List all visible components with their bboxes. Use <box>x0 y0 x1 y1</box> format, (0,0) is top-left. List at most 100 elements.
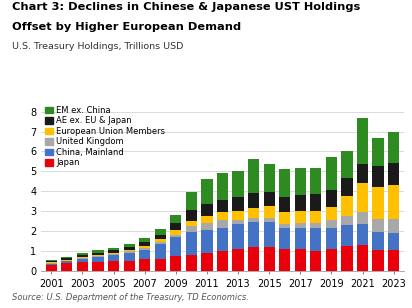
Bar <box>46 265 57 271</box>
Bar <box>108 253 119 254</box>
Bar <box>232 171 243 197</box>
Bar <box>139 259 150 271</box>
Bar <box>248 208 259 218</box>
Bar <box>279 224 290 228</box>
Bar <box>154 259 166 271</box>
Bar <box>217 251 228 271</box>
Bar <box>295 195 306 211</box>
Bar <box>326 207 337 221</box>
Bar <box>357 164 368 183</box>
Bar <box>92 256 103 257</box>
Bar <box>170 230 181 235</box>
Bar <box>342 196 353 216</box>
Bar <box>264 222 275 247</box>
Bar <box>124 251 135 253</box>
Bar <box>357 183 368 212</box>
Bar <box>279 228 290 249</box>
Bar <box>217 200 228 213</box>
Bar <box>388 185 399 219</box>
Bar <box>232 249 243 271</box>
Bar <box>186 226 197 232</box>
Bar <box>170 223 181 230</box>
Bar <box>248 222 259 247</box>
Bar <box>92 262 103 271</box>
Bar <box>201 223 213 230</box>
Bar <box>186 255 197 271</box>
Bar <box>217 228 228 251</box>
Text: Chart 3: Declines in Chinese & Japanese UST Holdings: Chart 3: Declines in Chinese & Japanese … <box>12 2 360 11</box>
Bar <box>310 211 321 223</box>
Bar <box>92 257 103 262</box>
Bar <box>372 166 384 187</box>
Bar <box>310 168 321 194</box>
Bar <box>77 258 88 259</box>
Bar <box>61 257 73 258</box>
Bar <box>201 216 213 223</box>
Bar <box>295 168 306 195</box>
Bar <box>326 249 337 271</box>
Bar <box>372 249 384 271</box>
Bar <box>279 169 290 197</box>
Bar <box>217 173 228 200</box>
Bar <box>108 255 119 261</box>
Bar <box>77 255 88 257</box>
Bar <box>372 219 384 232</box>
Bar <box>139 242 150 245</box>
Bar <box>170 235 181 237</box>
Bar <box>372 187 384 219</box>
Bar <box>46 264 57 265</box>
Bar <box>326 189 337 207</box>
Bar <box>310 194 321 211</box>
Bar <box>46 260 57 261</box>
Bar <box>124 244 135 247</box>
Bar <box>124 247 135 249</box>
Bar <box>61 261 73 263</box>
Bar <box>232 221 243 224</box>
Bar <box>92 250 103 253</box>
Bar <box>154 244 166 259</box>
Text: U.S. Treasury Holdings, Trillions USD: U.S. Treasury Holdings, Trillions USD <box>12 42 184 51</box>
Bar <box>264 164 275 192</box>
Bar <box>124 261 135 271</box>
Bar <box>295 249 306 271</box>
Bar <box>154 239 166 242</box>
Bar <box>201 204 213 216</box>
Bar <box>232 224 243 249</box>
Bar <box>217 213 228 221</box>
Bar <box>154 229 166 235</box>
Bar <box>108 261 119 271</box>
Bar <box>279 249 290 271</box>
Text: Source: U.S. Department of the Treasury, TD Economics.: Source: U.S. Department of the Treasury,… <box>12 293 249 302</box>
Bar <box>170 237 181 256</box>
Bar <box>108 254 119 255</box>
Bar <box>310 223 321 229</box>
Bar <box>357 212 368 224</box>
Bar <box>248 247 259 271</box>
Bar <box>92 253 103 255</box>
Bar <box>201 230 213 253</box>
Bar <box>326 221 337 228</box>
Bar <box>77 259 88 262</box>
Bar <box>279 212 290 224</box>
Bar <box>388 219 399 233</box>
Bar <box>154 242 166 244</box>
Bar <box>248 218 259 222</box>
Bar <box>186 192 197 210</box>
Bar <box>388 233 399 249</box>
Bar <box>342 178 353 196</box>
Bar <box>264 247 275 271</box>
Bar <box>388 132 399 164</box>
Bar <box>77 262 88 271</box>
Bar <box>342 225 353 246</box>
Bar <box>310 229 321 251</box>
Bar <box>372 137 384 166</box>
Bar <box>264 206 275 218</box>
Bar <box>248 160 259 193</box>
Bar <box>295 228 306 249</box>
Bar <box>326 157 337 189</box>
Bar <box>232 197 243 211</box>
Bar <box>61 263 73 271</box>
Bar <box>61 258 73 260</box>
Bar <box>108 250 119 253</box>
Bar <box>154 235 166 239</box>
